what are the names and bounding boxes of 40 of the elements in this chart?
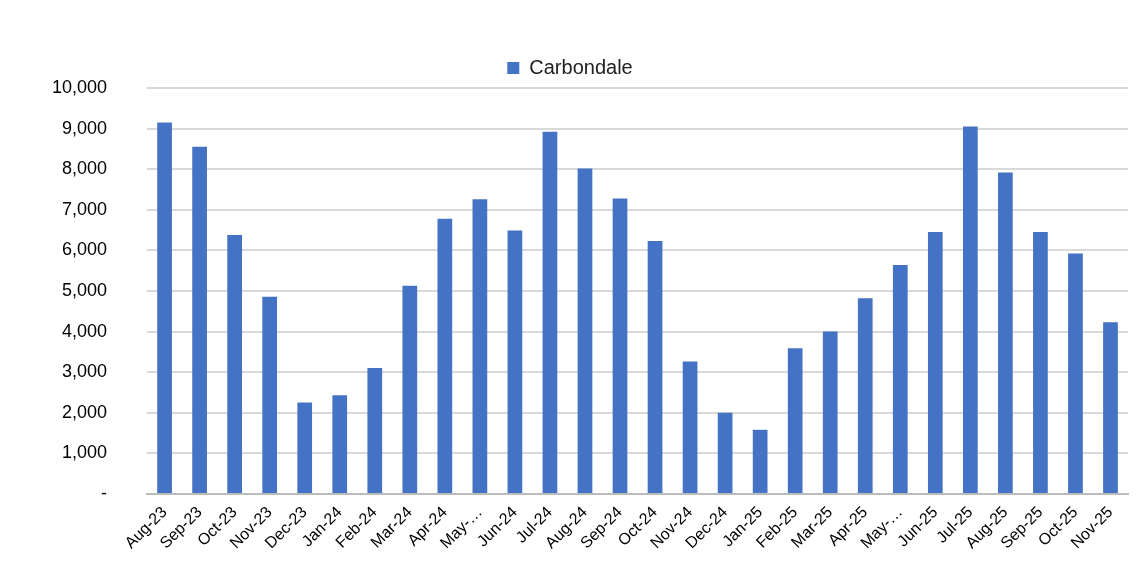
bar xyxy=(787,348,803,493)
y-tick-label: 1,000 xyxy=(62,442,108,463)
y-tick-label: 6,000 xyxy=(62,239,108,260)
bar xyxy=(682,361,698,493)
bar xyxy=(962,126,978,493)
bar xyxy=(472,199,488,493)
bar xyxy=(998,172,1013,493)
bar xyxy=(332,395,348,493)
y-tick-label: 10,000 xyxy=(51,76,108,97)
bar xyxy=(367,368,383,493)
bar xyxy=(297,402,313,493)
y-tick-label: 4,000 xyxy=(62,320,108,341)
y-tick-label: 8,000 xyxy=(62,158,108,179)
bar xyxy=(577,168,593,493)
bar xyxy=(752,429,768,493)
y-tick-label: 5,000 xyxy=(62,279,108,300)
y-tick-label: 2,000 xyxy=(62,401,108,422)
bar xyxy=(437,218,453,493)
bar xyxy=(1033,232,1048,493)
bar xyxy=(857,298,873,493)
bar xyxy=(647,241,663,493)
bar xyxy=(1103,322,1118,493)
bar xyxy=(612,198,628,493)
bar xyxy=(892,264,908,493)
bar xyxy=(542,131,558,493)
legend-label: Carbondale xyxy=(529,55,633,78)
bar xyxy=(227,234,242,493)
bar xyxy=(822,331,838,493)
bar xyxy=(192,146,207,493)
bar xyxy=(1068,253,1083,493)
bar xyxy=(717,412,733,493)
bar xyxy=(157,122,172,493)
bar xyxy=(402,285,418,493)
y-tick-label: 3,000 xyxy=(62,361,108,382)
y-tick-label: 7,000 xyxy=(62,198,108,219)
y-tick-label: - xyxy=(101,482,108,503)
bar xyxy=(262,296,278,493)
bar xyxy=(507,230,523,493)
bar xyxy=(927,232,943,493)
y-tick-label: 9,000 xyxy=(62,117,108,138)
